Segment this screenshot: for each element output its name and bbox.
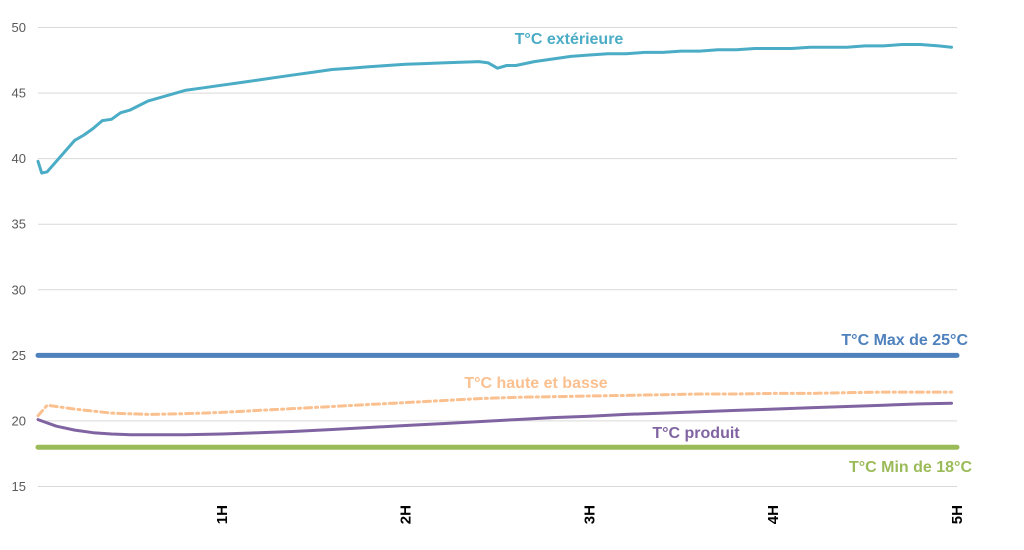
series-label-haute-basse: T°C haute et basse (464, 375, 607, 392)
x-tick-label: 2H (398, 505, 415, 524)
x-tick-label: 1H (214, 505, 231, 524)
grid (38, 27, 957, 487)
series-group (35, 43, 960, 450)
y-tick-label: 20 (12, 413, 26, 428)
x-tick-label: 5H (949, 505, 966, 524)
series-label-max-25: T°C Max de 25°C (841, 332, 968, 349)
y-tick-label: 25 (12, 348, 26, 363)
y-tick-label: 15 (12, 479, 26, 494)
y-axis: 15 20 25 30 35 40 45 50 (12, 20, 26, 494)
series-labels: T°C extérieure T°C Max de 25°C T°C haute e… (464, 31, 972, 476)
y-tick-label: 35 (12, 217, 26, 232)
series-line-haute-basse (36, 390, 953, 418)
series-label-exterieure: T°C extérieure (515, 31, 624, 48)
series-label-min-18: T°C Min de 18°C (849, 459, 972, 476)
series-line-produit (36, 401, 953, 437)
y-tick-label: 40 (12, 151, 26, 166)
y-tick-label: 30 (12, 282, 26, 297)
x-tick-label: 3H (581, 505, 598, 524)
y-tick-label: 50 (12, 20, 26, 35)
series-line-exterieure (36, 43, 953, 175)
x-tick-label: 4H (765, 505, 782, 524)
series-label-produit: T°C produit (652, 425, 740, 442)
x-axis: 1H 2H 3H 4H 5H (214, 505, 966, 524)
y-tick-label: 45 (12, 86, 26, 101)
